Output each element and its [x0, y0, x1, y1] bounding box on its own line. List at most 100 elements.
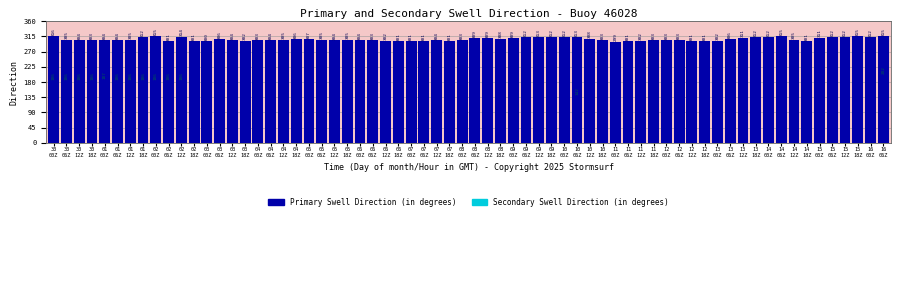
Text: 186: 186: [141, 72, 145, 80]
Text: 305: 305: [346, 32, 349, 39]
Bar: [278, 40, 289, 143]
Text: 304: 304: [230, 32, 234, 40]
Text: 303: 303: [664, 32, 669, 40]
Text: 303: 303: [90, 32, 94, 40]
Text: 142: 142: [575, 87, 579, 94]
Text: 316: 316: [51, 28, 56, 36]
Text: 301: 301: [192, 33, 196, 41]
Bar: [687, 41, 698, 143]
Bar: [456, 40, 468, 143]
Text: 304: 304: [332, 32, 337, 40]
Text: 303: 303: [256, 32, 260, 40]
Text: 303: 303: [600, 32, 605, 40]
Text: 303: 303: [677, 32, 681, 40]
Text: 312: 312: [753, 29, 758, 37]
Bar: [86, 40, 97, 143]
Text: 186: 186: [179, 72, 184, 80]
Text: 186: 186: [154, 72, 157, 80]
Bar: [534, 37, 544, 143]
Bar: [253, 40, 264, 143]
Bar: [138, 80, 148, 143]
Bar: [61, 40, 72, 143]
Text: 306: 306: [218, 31, 221, 39]
Text: 315: 315: [154, 28, 157, 36]
Bar: [865, 38, 876, 143]
Bar: [814, 38, 825, 143]
Bar: [840, 38, 850, 143]
Text: 306: 306: [728, 31, 733, 39]
Bar: [61, 80, 72, 143]
Text: 312: 312: [868, 29, 873, 37]
Bar: [470, 38, 481, 143]
Bar: [724, 39, 735, 143]
Bar: [406, 41, 417, 143]
Bar: [623, 41, 634, 143]
Bar: [112, 80, 123, 143]
Bar: [266, 40, 276, 143]
Bar: [163, 41, 174, 143]
Text: 311: 311: [741, 29, 745, 38]
Text: 302: 302: [639, 33, 643, 41]
Text: 313: 313: [575, 29, 579, 37]
Text: 304: 304: [435, 32, 438, 40]
Text: 302: 302: [716, 33, 719, 41]
Text: 304: 304: [115, 32, 120, 40]
Text: 301: 301: [690, 33, 694, 41]
Bar: [431, 40, 442, 143]
Text: 202: 202: [881, 66, 886, 74]
Text: 305: 305: [65, 32, 68, 39]
Text: 308: 308: [588, 31, 592, 38]
Bar: [674, 40, 685, 143]
Bar: [776, 36, 787, 143]
Bar: [788, 40, 799, 143]
Text: 301: 301: [422, 33, 426, 41]
Text: 186: 186: [51, 72, 56, 80]
Text: 186: 186: [90, 72, 94, 80]
Text: 186: 186: [77, 72, 81, 80]
Bar: [239, 41, 250, 143]
Bar: [99, 40, 110, 143]
Text: 312: 312: [550, 29, 554, 37]
Bar: [572, 37, 582, 143]
Text: 315: 315: [881, 28, 886, 36]
Bar: [610, 42, 621, 143]
Bar: [176, 37, 187, 143]
Bar: [303, 39, 314, 143]
Text: 301: 301: [626, 33, 630, 41]
Bar: [74, 40, 85, 143]
Bar: [572, 95, 582, 143]
Bar: [508, 38, 518, 143]
Bar: [202, 41, 212, 143]
Bar: [661, 40, 671, 143]
Bar: [380, 41, 391, 143]
Text: 301: 301: [805, 33, 809, 41]
Text: 303: 303: [371, 32, 374, 40]
Bar: [737, 38, 749, 143]
Text: 304: 304: [358, 32, 362, 40]
Text: 305: 305: [792, 32, 796, 39]
Y-axis label: Direction: Direction: [9, 59, 18, 104]
Text: 309: 309: [472, 30, 477, 38]
Bar: [189, 41, 200, 143]
Text: 301: 301: [703, 33, 706, 41]
Bar: [827, 38, 838, 143]
Text: 302: 302: [243, 33, 248, 41]
Bar: [214, 39, 225, 143]
Text: 303: 303: [652, 32, 655, 40]
Text: 305: 305: [129, 32, 132, 39]
Bar: [878, 75, 889, 143]
Bar: [878, 36, 889, 143]
Text: 186: 186: [115, 72, 120, 80]
Bar: [125, 80, 136, 143]
Bar: [418, 41, 429, 143]
Text: 314: 314: [179, 28, 184, 36]
Text: 300: 300: [205, 33, 209, 41]
Bar: [699, 41, 710, 143]
Text: 187: 187: [103, 71, 107, 79]
Text: 308: 308: [499, 31, 502, 38]
Text: 305: 305: [320, 32, 324, 39]
Bar: [86, 80, 97, 143]
Bar: [648, 40, 659, 143]
Text: 313: 313: [536, 29, 541, 37]
Bar: [559, 38, 570, 143]
